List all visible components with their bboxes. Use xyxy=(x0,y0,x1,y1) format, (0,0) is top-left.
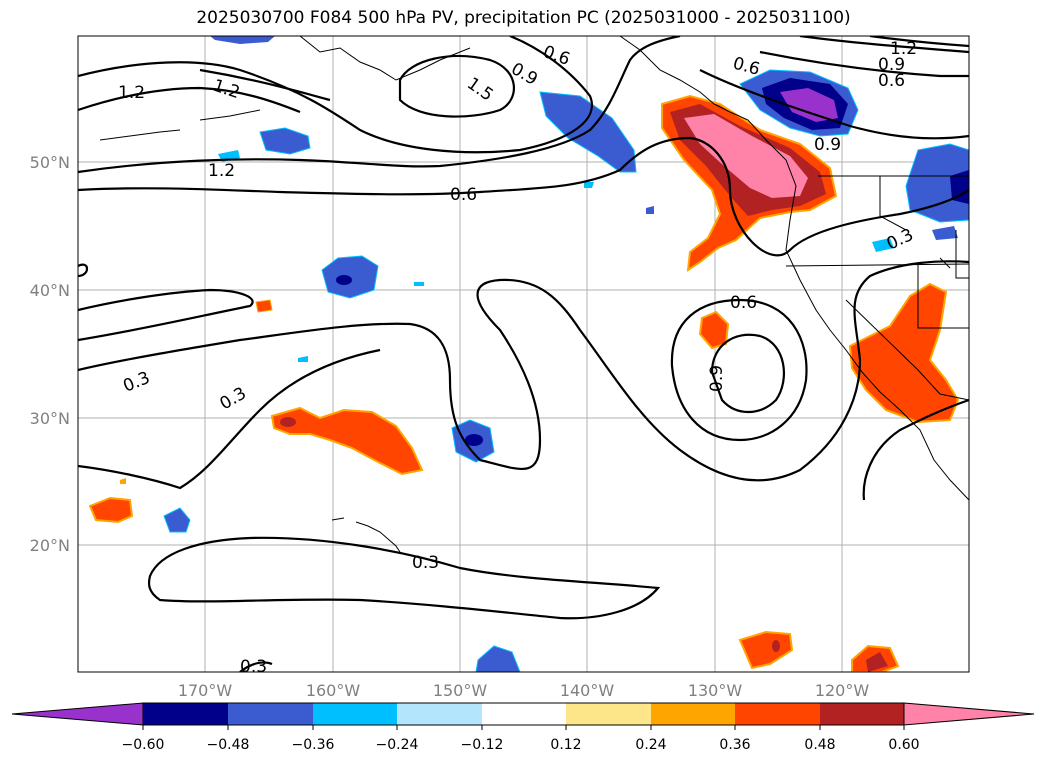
colorbar-tick-label: 0.36 xyxy=(719,737,750,753)
contour-label: 0.9 xyxy=(707,365,727,392)
contour-label: 0.3 xyxy=(240,657,267,677)
colorbar-tick-label: 0.24 xyxy=(635,737,666,753)
contour-label: 0.9 xyxy=(878,55,905,75)
colorbar-tick-label: 0.60 xyxy=(888,737,919,753)
colorbar-tick-label: 0.12 xyxy=(550,737,581,753)
neg-blob-small-6 xyxy=(414,282,424,286)
neg-blob-148w-south xyxy=(475,645,521,672)
pv-contours xyxy=(78,36,969,672)
colorbar-segment xyxy=(735,703,820,725)
neg-blob-150w-core xyxy=(465,434,483,446)
map-frame xyxy=(77,35,970,673)
colorbar-tick-label: 0.48 xyxy=(804,737,835,753)
colorbar-segment xyxy=(313,703,397,725)
contour-label: 1.2 xyxy=(890,39,917,59)
map-panel: 1.2 1.2 1.2 1.5 0.9 0.6 0.6 1.2 0.9 0.6 … xyxy=(78,36,969,677)
pos-blob-south-125w xyxy=(738,630,794,670)
colorbar-tick-label: −0.60 xyxy=(122,737,165,753)
pos-blob-socal xyxy=(848,282,960,424)
pos-blob-130w xyxy=(698,310,730,350)
colorbar: −0.60 −0.48 −0.36 −0.24 −0.12 0.12 0.24 … xyxy=(11,702,1035,753)
lat-label: 30°N xyxy=(30,409,70,428)
neg-blob-mid-160w-core xyxy=(336,275,352,285)
pos-blob-central-core xyxy=(280,417,296,427)
lon-label: 160°W xyxy=(306,681,361,700)
contour-label: 1.2 xyxy=(118,83,145,103)
colorbar-extend-right xyxy=(903,702,1035,726)
lat-label: 40°N xyxy=(30,281,70,300)
lat-label: 50°N xyxy=(30,153,70,172)
latitude-labels: 50°N 40°N 30°N 20°N xyxy=(30,153,70,555)
lon-label: 150°W xyxy=(433,681,488,700)
neg-blob-alaska-top xyxy=(210,36,275,44)
contour-label: 0.6 xyxy=(450,185,477,205)
contour-label: 0.6 xyxy=(878,71,905,91)
colorbar-segment xyxy=(397,703,482,725)
neg-blob-small-4 xyxy=(646,206,654,214)
colorbar-segment xyxy=(566,703,651,725)
colorbar-segment xyxy=(143,703,228,725)
colorbar-segment xyxy=(482,703,566,725)
colorbar-tick-label: −0.48 xyxy=(207,737,250,753)
pos-blob-central xyxy=(270,406,424,476)
colorbar-extend-left xyxy=(11,702,144,726)
colorbar-frame xyxy=(142,702,905,726)
neg-blob-small-3 xyxy=(584,182,594,188)
neg-blob-rockies-core xyxy=(950,170,969,204)
pos-blob-south-125w-core xyxy=(772,640,780,652)
coastlines xyxy=(99,36,969,553)
colorbar-ticks xyxy=(142,725,905,730)
pos-blob-west xyxy=(88,496,134,524)
lon-label: 130°W xyxy=(688,681,743,700)
pos-blob-small-b xyxy=(120,478,126,484)
lon-label: 120°W xyxy=(815,681,870,700)
lon-label: 140°W xyxy=(560,681,615,700)
pos-blob-nw-coast-pink xyxy=(684,114,808,198)
neg-blob-small-1 xyxy=(872,238,894,252)
contour-label: 0.6 xyxy=(730,293,757,313)
map-title: 2025030700 F084 500 hPa PV, precipitatio… xyxy=(196,8,851,28)
colorbar-tick-label: −0.12 xyxy=(461,737,504,753)
neg-blob-rockies xyxy=(905,143,969,223)
neg-blob-small-2 xyxy=(932,226,958,240)
neg-blob-small-5 xyxy=(298,356,308,362)
neg-blob-165w xyxy=(259,127,311,155)
colorbar-segment xyxy=(651,703,735,725)
neg-blob-167w xyxy=(163,507,191,533)
colorbar-segment xyxy=(228,703,313,725)
lat-label: 20°N xyxy=(30,536,70,555)
contour-label: 0.3 xyxy=(412,553,439,573)
colorbar-tick-label: −0.24 xyxy=(376,737,419,753)
pos-blob-small-a xyxy=(255,299,273,313)
neg-blob-gulf-alaska-purple xyxy=(780,88,838,122)
longitude-labels: 170°W 160°W 150°W 140°W 130°W 120°W xyxy=(178,681,870,700)
positive-precip-areas xyxy=(88,94,960,672)
lon-label: 170°W xyxy=(178,681,233,700)
colorbar-tick-label: −0.36 xyxy=(292,737,335,753)
pos-blob-south-118w-core xyxy=(866,652,888,672)
contour-label: 0.9 xyxy=(814,135,841,155)
colorbar-segment xyxy=(820,703,904,725)
contour-label: 1.2 xyxy=(208,161,235,181)
